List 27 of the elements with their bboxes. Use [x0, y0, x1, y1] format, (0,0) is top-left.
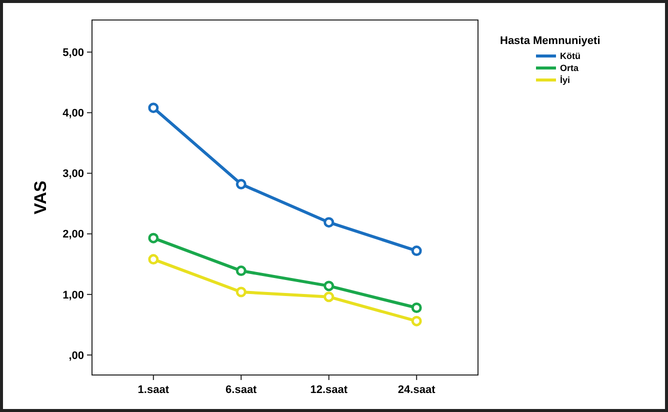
x-tick-label: 12.saat — [310, 384, 348, 396]
y-tick-label: ,00 — [68, 350, 84, 362]
y-axis-title: VAS — [31, 180, 50, 214]
x-tick-label: 6.saat — [226, 384, 258, 396]
point — [324, 280, 334, 292]
y-tick-label: 5,00 — [62, 46, 84, 59]
legend-label: Orta — [560, 63, 580, 74]
legend-label: Kötü — [560, 51, 580, 62]
point — [411, 316, 422, 326]
point — [148, 102, 159, 114]
x-tick-label: 24.saat — [398, 384, 436, 396]
point — [236, 178, 246, 190]
point — [411, 246, 422, 256]
point — [148, 254, 159, 265]
y-tick-label: 2,00 — [62, 228, 84, 241]
point — [236, 266, 246, 276]
x-tick-label: 1.saat — [138, 384, 170, 396]
point — [148, 232, 159, 244]
y-tick-label: 3,00 — [62, 168, 84, 180]
point — [411, 302, 422, 314]
legend-title: Hasta Memnuniyeti — [500, 35, 600, 47]
legend-label: İyi — [560, 75, 570, 86]
point — [324, 217, 334, 228]
y-tick-label: 1,00 — [62, 289, 84, 302]
y-tick-label: 4,00 — [62, 108, 84, 120]
point — [236, 286, 246, 298]
point — [324, 292, 334, 302]
